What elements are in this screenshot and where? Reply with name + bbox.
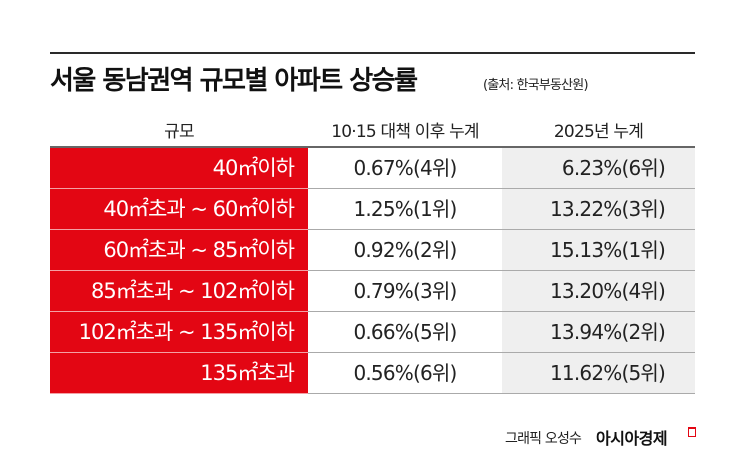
after-1015-cell: 0.66%(5위): [308, 312, 502, 352]
table-row: 85㎡초과 ~ 102㎡이하 0.79%(3위) 13.20%(4위): [50, 271, 695, 312]
after-1015-cell: 0.92%(2위): [308, 230, 502, 270]
chart-title: 서울 동남권역 규모별 아파트 상승률: [50, 66, 418, 96]
after-1015-cell: 0.56%(6위): [308, 353, 502, 393]
brand-mark-icon: [688, 427, 696, 437]
after-1015-cell: 1.25%(1위): [308, 189, 502, 229]
after-1015-cell: 0.79%(3위): [308, 271, 502, 311]
graphic-credit: 그래픽 오성수: [505, 431, 582, 447]
ytd-2025-cell: 13.94%(2위): [502, 312, 695, 352]
header-2025: 2025년 누계: [553, 121, 644, 142]
data-table: 규모 10·15 대책 이후 누계 2025년 누계 40㎡이하 0.67%(4…: [50, 112, 695, 394]
brand-logo-text: 아시아경제: [596, 429, 668, 448]
header-after-1015: 10·15 대책 이후 누계: [331, 121, 479, 142]
ytd-2025-cell: 13.20%(4위): [502, 271, 695, 311]
size-cell: 60㎡초과 ~ 85㎡이하: [50, 230, 308, 271]
table-row: 102㎡초과 ~ 135㎡이하 0.66%(5위) 13.94%(2위): [50, 312, 695, 353]
after-1015-cell: 0.67%(4위): [308, 148, 502, 188]
table-row: 60㎡초과 ~ 85㎡이하 0.92%(2위) 15.13%(1위): [50, 230, 695, 271]
ytd-2025-cell: 11.62%(5위): [502, 353, 695, 393]
size-cell: 135㎡초과: [50, 353, 308, 394]
size-cell: 40㎡초과 ~ 60㎡이하: [50, 189, 308, 230]
table-header: 규모 10·15 대책 이후 누계 2025년 누계: [50, 112, 695, 148]
header-size: 규모: [164, 121, 194, 142]
source-note: (출처: 한국부동산원): [483, 78, 589, 93]
ytd-2025-cell: 6.23%(6위): [502, 148, 695, 188]
top-rule: [50, 52, 695, 54]
size-cell: 102㎡초과 ~ 135㎡이하: [50, 312, 308, 353]
table-row: 40㎡이하 0.67%(4위) 6.23%(6위): [50, 148, 695, 189]
ytd-2025-cell: 15.13%(1위): [502, 230, 695, 270]
size-cell: 85㎡초과 ~ 102㎡이하: [50, 271, 308, 312]
ytd-2025-cell: 13.22%(3위): [502, 189, 695, 229]
table-row: 40㎡초과 ~ 60㎡이하 1.25%(1위) 13.22%(3위): [50, 189, 695, 230]
size-cell: 40㎡이하: [50, 148, 308, 189]
table-row: 135㎡초과 0.56%(6위) 11.62%(5위): [50, 353, 695, 394]
